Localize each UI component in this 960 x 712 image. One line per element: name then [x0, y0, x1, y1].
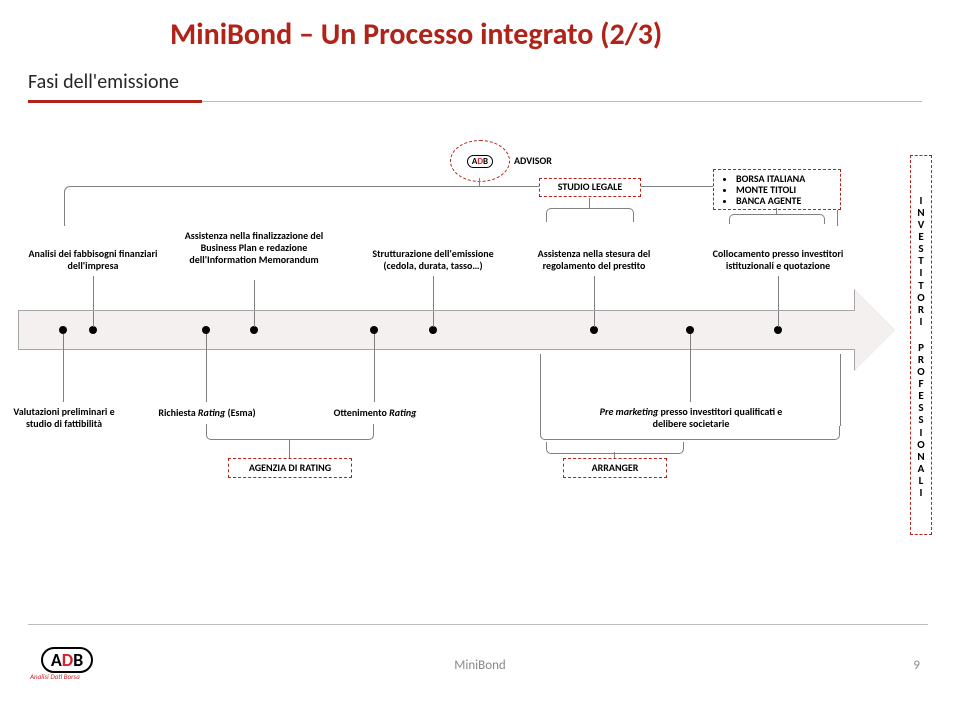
- top-step-1: Analisi dei fabbisogni finanziari dell'i…: [28, 248, 158, 272]
- arranger-outer-bracket: [540, 426, 840, 440]
- bottom-step-2: Richiesta Rating (Esma): [148, 407, 266, 419]
- footer-center: MiniBond: [0, 658, 960, 673]
- top-step-2: Assistenza nella finalizzazione del Busi…: [174, 230, 334, 266]
- dot: [429, 326, 437, 334]
- timeline-arrow: [18, 310, 856, 350]
- stem: [254, 311, 255, 327]
- agenzia-box: AGENZIA DI RATING: [228, 458, 352, 478]
- page-title: MiniBond – Un Processo integrato (2/3): [170, 16, 662, 53]
- footer-page-number: 9: [913, 658, 920, 673]
- advisor-stem: [479, 178, 480, 186]
- dot: [89, 326, 97, 334]
- arranger-box: ARRANGER: [563, 458, 667, 478]
- stem: [840, 354, 841, 426]
- footer-rule: [28, 624, 928, 625]
- process-diagram: ADB ADVISOR STUDIO LEGALE BORSA ITALIANA…: [0, 110, 960, 560]
- dot: [370, 326, 378, 334]
- stem: [540, 354, 541, 426]
- top-step-4: Assistenza nella stesura del regolamento…: [524, 248, 664, 272]
- dot: [250, 326, 258, 334]
- top-step-3: Strutturazione dell'emissione (cedola, d…: [358, 248, 508, 272]
- dot: [59, 326, 67, 334]
- borsa-box: BORSA ITALIANA MONTE TITOLI BANCA AGENTE: [713, 169, 841, 210]
- agenzia-bracket: [206, 424, 374, 440]
- stem: [594, 276, 595, 310]
- stem: [206, 334, 207, 402]
- bottom-step-1: Valutazioni preliminari e studio di fatt…: [6, 406, 122, 430]
- stem: [778, 311, 779, 327]
- arranger-inner-bracket: [546, 442, 684, 454]
- stem: [374, 334, 375, 402]
- studio-stem: [589, 198, 590, 208]
- dot: [686, 326, 694, 334]
- studio-legale-box: STUDIO LEGALE: [539, 178, 641, 197]
- agenzia-stem: [289, 440, 290, 458]
- stem: [690, 334, 691, 402]
- stem: [594, 311, 595, 327]
- stem: [433, 276, 434, 310]
- top-step-5: Collocamento presso investitori istituzi…: [698, 248, 858, 272]
- investitori-box: INVESTITORI PROFESSIONALI: [910, 155, 932, 535]
- timeline-arrow-head: [855, 290, 895, 370]
- stem: [778, 276, 779, 310]
- section-underline: [28, 100, 202, 103]
- footer-logo-sub: Analisi Dati Borsa: [30, 672, 80, 681]
- advisor-oval: ADB: [450, 140, 510, 182]
- bottom-step-3: Ottenimento Rating: [316, 407, 434, 419]
- section-header: Fasi dell'emissione: [28, 70, 179, 94]
- studio-bracket: [546, 208, 634, 222]
- borsa-item: BANCA AGENTE: [736, 195, 836, 206]
- stem: [63, 334, 64, 402]
- advisor-logo-icon: ADB: [467, 155, 493, 168]
- stem: [93, 276, 94, 310]
- stem: [254, 280, 255, 310]
- dot: [202, 326, 210, 334]
- stem: [433, 311, 434, 327]
- dot: [774, 326, 782, 334]
- dot: [590, 326, 598, 334]
- borsa-bracket: [729, 214, 825, 224]
- advisor-label: ADVISOR: [514, 154, 552, 167]
- stem: [93, 311, 94, 327]
